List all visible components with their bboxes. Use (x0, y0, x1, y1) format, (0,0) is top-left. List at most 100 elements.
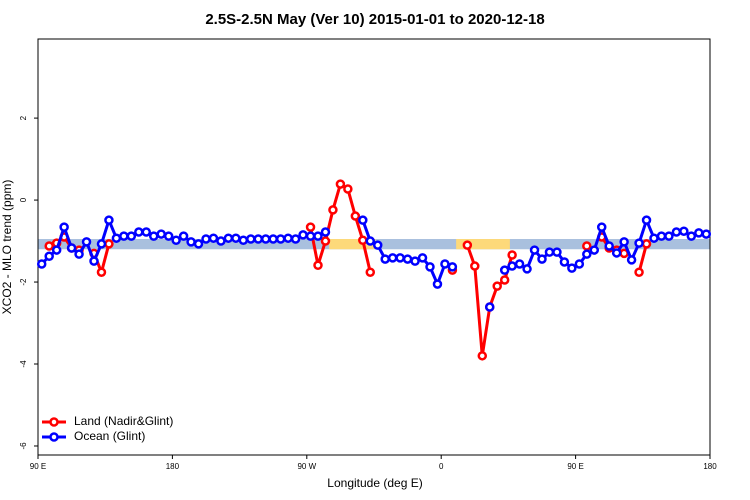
data-point (522, 264, 532, 274)
data-point (582, 249, 592, 259)
data-point (417, 253, 428, 263)
data-point (44, 241, 54, 251)
data-point (402, 254, 413, 264)
x-tick-label: 90 E (567, 462, 583, 471)
data-point (395, 253, 405, 263)
data-point (275, 234, 286, 244)
data-point (596, 222, 607, 232)
data-point (156, 229, 166, 239)
data-point (104, 239, 114, 249)
data-point (664, 231, 674, 241)
data-point (552, 247, 562, 257)
data-point (313, 231, 323, 241)
data-point (36, 259, 47, 269)
data-point (96, 267, 107, 277)
data-point (141, 227, 152, 237)
data-point (246, 234, 256, 244)
data-point (499, 265, 510, 275)
plot-frame (37, 38, 711, 456)
data-point (253, 234, 264, 244)
data-point (641, 215, 652, 225)
data-point (238, 235, 249, 245)
data-point (499, 275, 510, 285)
data-point (358, 235, 368, 245)
legend-marker (49, 432, 59, 442)
data-point (96, 239, 107, 249)
data-point (298, 230, 308, 240)
band-highlight (329, 239, 376, 250)
data-point (178, 231, 189, 241)
data-point (365, 267, 376, 277)
data-point (686, 231, 697, 241)
band-highlight (456, 239, 510, 250)
data-point (440, 259, 450, 269)
data-point (104, 215, 114, 225)
x-axis-label: Longitude (deg E) (327, 476, 422, 490)
data-point (567, 263, 577, 273)
data-point (186, 237, 196, 247)
y-axis-label: XCO2 - MLO trend (ppm) (0, 180, 14, 315)
data-point (484, 302, 495, 312)
data-point (372, 240, 383, 250)
x-tick-label: 180 (166, 462, 180, 471)
data-point (201, 234, 211, 244)
data-point (574, 259, 585, 269)
data-point (694, 228, 704, 238)
x-tick-label: 90 W (297, 462, 316, 471)
y-tick-label: -4 (19, 360, 28, 368)
data-point (507, 261, 517, 271)
data-point (328, 205, 338, 215)
data-point (582, 241, 592, 251)
data-point (126, 231, 137, 241)
data-point (529, 245, 540, 255)
data-point (81, 237, 92, 247)
data-point (507, 250, 517, 260)
y-tick-label: 0 (19, 197, 28, 202)
data-point (223, 233, 234, 243)
data-point (89, 256, 99, 266)
y-tick-label: 2 (19, 115, 28, 120)
data-point (44, 251, 54, 261)
data-point (626, 255, 637, 265)
x-tick-label: 180 (703, 462, 717, 471)
data-point (59, 222, 69, 232)
data-point (679, 226, 689, 236)
data-point (305, 231, 316, 241)
y-tick-label: -2 (19, 278, 28, 286)
data-point (335, 179, 346, 189)
data-point (559, 257, 570, 267)
data-point (350, 211, 361, 221)
y-tick-label: -6 (19, 442, 28, 450)
data-point (320, 236, 331, 246)
data-point (290, 234, 301, 244)
data-point (74, 249, 84, 259)
series-line (361, 219, 453, 289)
data-point (365, 236, 376, 246)
series-line (309, 181, 372, 273)
data-point (656, 231, 667, 241)
chart-title: 2.5S-2.5N May (Ver 10) 2015-01-01 to 202… (205, 11, 544, 28)
data-point (470, 261, 480, 271)
data-point (163, 231, 174, 241)
data-point (66, 243, 77, 253)
data-point (387, 253, 398, 263)
data-point (671, 227, 682, 237)
data-point (634, 267, 644, 277)
data-point (604, 241, 614, 251)
data-point (343, 184, 353, 194)
data-point (649, 233, 659, 243)
data-point (380, 254, 390, 264)
data-point (410, 256, 420, 266)
legend-label: Land (Nadir&Glint) (74, 414, 173, 428)
data-point (477, 351, 488, 361)
data-point (425, 262, 435, 272)
data-point (492, 281, 502, 291)
data-point (432, 279, 443, 289)
legend-marker (49, 417, 59, 427)
data-point (619, 237, 629, 247)
data-point (231, 233, 241, 243)
data-point (305, 222, 316, 232)
data-point (260, 234, 271, 244)
data-point (320, 227, 331, 237)
